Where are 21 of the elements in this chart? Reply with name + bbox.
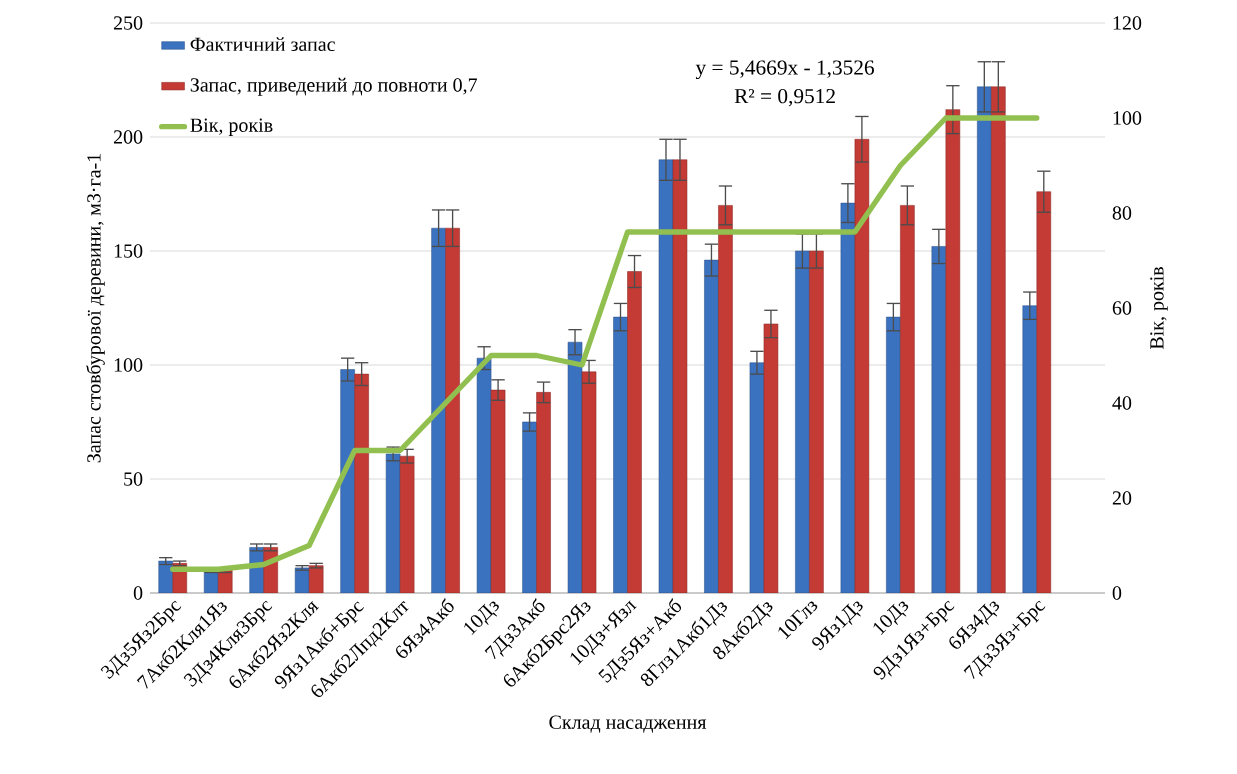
y2-tick-label: 100 [1113,111,1142,125]
y2-tick-label: 60 [1112,301,1132,315]
annotation: y = 5,4669x - 1,3526 [695,60,874,80]
y-tick-label: 0 [133,586,143,600]
y2-tick-label: 40 [1112,396,1132,410]
legend-label: Фактичний запас [190,37,335,52]
x-axis-title: Склад насадження [549,715,707,733]
y2-tick-label: 120 [1113,16,1142,30]
y2-tick-label: 0 [1112,586,1122,600]
y2-axis-title: Вік, років [1150,267,1168,350]
y-tick-label: 50 [124,472,143,486]
y-tick-label: 200 [113,130,143,144]
legend-label: Вік, років [190,118,273,137]
y2-tick-label: 80 [1112,206,1132,220]
y-tick-label: 100 [114,358,143,372]
y-tick-label: 150 [114,244,143,258]
y-tick-label: 250 [113,16,143,30]
legend-label: Запас, приведений до повноти 0,7 [190,77,477,96]
y2-tick-label: 20 [1112,491,1132,505]
annotation: R² = 0,9512 [734,88,835,107]
y-axis-title: Запас стовбурової деревини, м3·га-1 [86,153,105,463]
